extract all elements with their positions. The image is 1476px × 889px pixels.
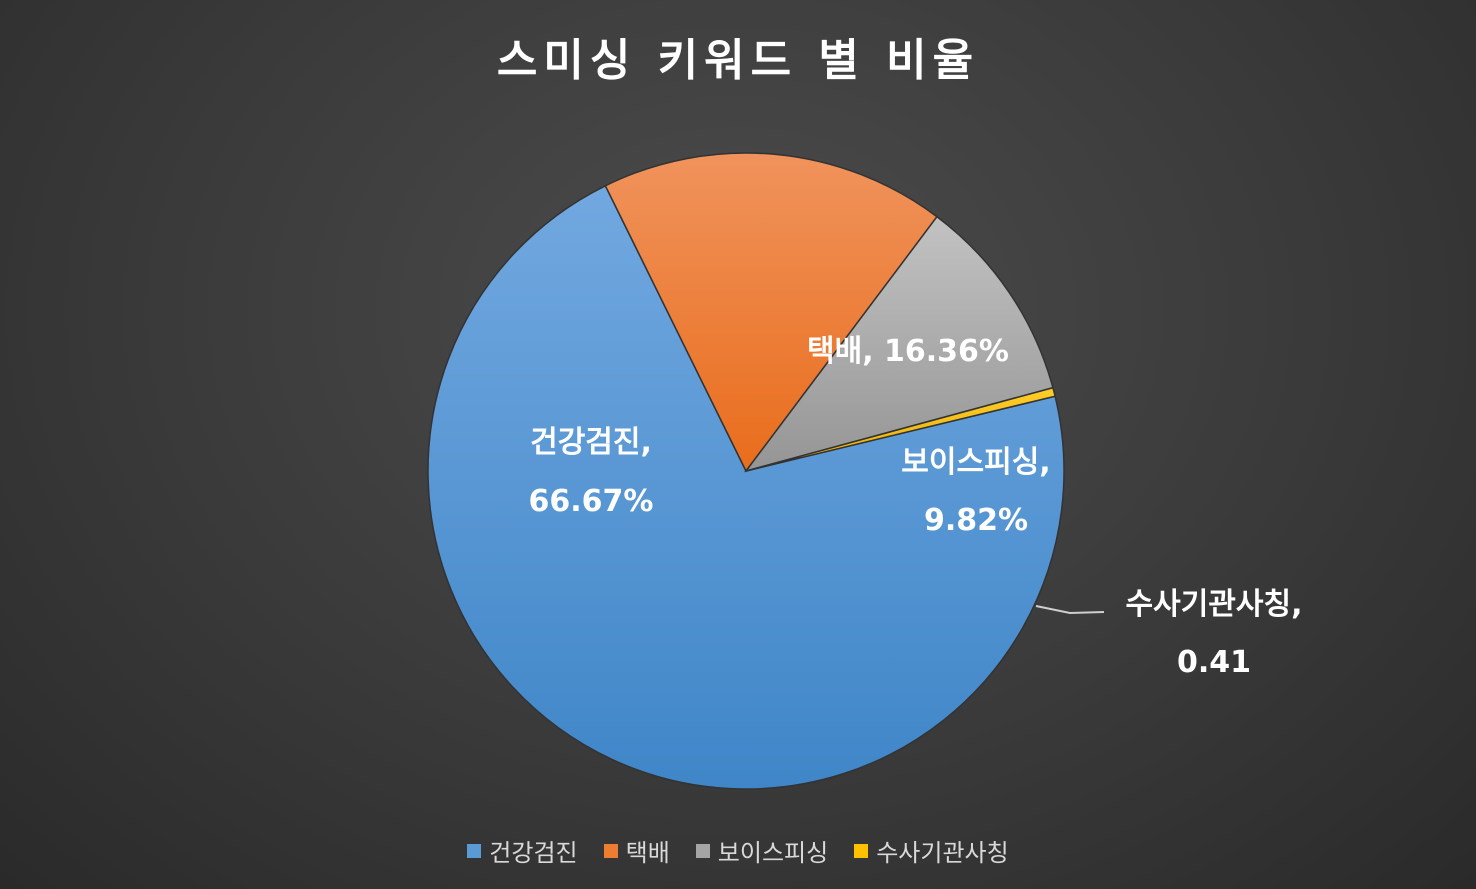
data-label-delivery: 택배, 16.36% [807, 334, 1009, 369]
legend-label-delivery: 택배 [625, 839, 670, 867]
data-label-voice-phishing-value: 9.82% [924, 503, 1028, 538]
legend-label-health-checkup: 건강검진 [489, 839, 578, 867]
pie-slices [427, 152, 1065, 790]
legend-swatch-impersonation [854, 843, 869, 858]
data-labels: 건강검진, 66.67% 택배, 16.36% 보이스피싱, 9.82% 수사기… [529, 334, 1303, 680]
leader-line [1035, 605, 1105, 615]
legend-label-impersonation: 수사기관사칭 [876, 839, 1009, 867]
data-label-voice-phishing-name: 보이스피싱, [901, 445, 1050, 480]
slice-health-checkup[interactable] [427, 184, 1065, 790]
slice-delivery[interactable] [604, 152, 939, 473]
slice-impersonation[interactable] [745, 386, 1056, 472]
legend-item-health-checkup[interactable]: 건강검진 [467, 833, 578, 868]
data-label-health-checkup-value: 66.67% [529, 484, 654, 519]
slice-voice-phishing[interactable] [744, 215, 1054, 473]
legend-item-voice-phishing[interactable]: 보이스피싱 [695, 833, 829, 868]
data-label-health-checkup-name: 건강검진, [530, 425, 652, 460]
legend-swatch-voice-phishing [695, 843, 710, 858]
legend-swatch-delivery [603, 843, 618, 858]
legend-swatch-health-checkup [467, 843, 482, 858]
chart-title: 스미싱 키워드 별 비율 [496, 35, 980, 86]
legend-item-impersonation[interactable]: 수사기관사칭 [854, 833, 1009, 868]
legend-item-delivery[interactable]: 택배 [603, 833, 670, 868]
data-label-impersonation-value: 0.41 [1177, 645, 1251, 680]
data-label-impersonation-name: 수사기관사칭, [1126, 587, 1303, 622]
legend-label-voice-phishing: 보이스피싱 [717, 839, 829, 867]
legend: 건강검진 택배 보이스피싱 수사기관사칭 [0, 833, 1476, 868]
